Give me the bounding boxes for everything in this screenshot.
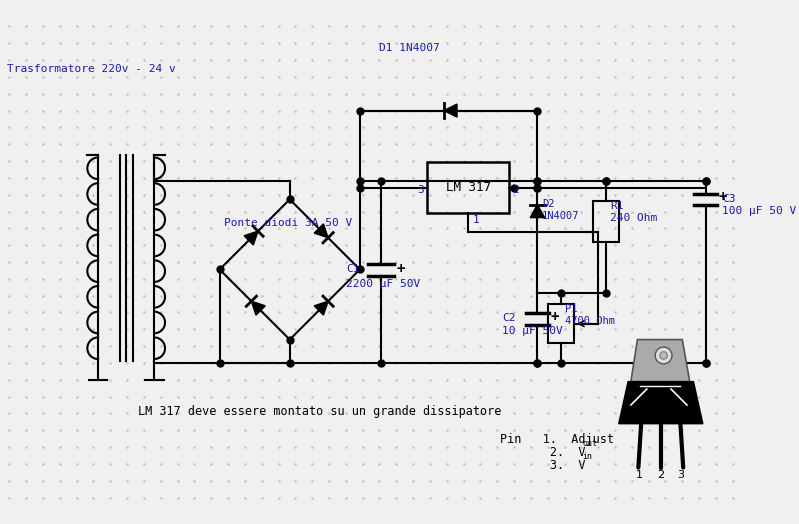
Bar [593,201,618,243]
Text: Ponte diodi 3A 50 V: Ponte diodi 3A 50 V [225,218,352,228]
Text: 1: 1 [473,215,479,225]
Polygon shape [252,301,265,315]
Text: C2: C2 [502,313,515,323]
Bar [427,162,510,213]
Circle shape [660,352,667,359]
Polygon shape [631,340,690,381]
Text: C3: C3 [722,194,736,204]
Text: 2200 µF 50V: 2200 µF 50V [346,279,420,289]
Text: 2.  V: 2. V [500,446,586,459]
Text: Trasformatore 220v - 24 v: Trasformatore 220v - 24 v [7,64,177,74]
Text: +: + [396,263,404,277]
Text: D1 1N4007: D1 1N4007 [379,43,439,53]
Polygon shape [244,231,258,245]
Polygon shape [314,301,328,315]
Text: 3: 3 [677,471,684,481]
Text: +: + [551,310,559,324]
Text: out: out [582,439,598,448]
Text: 1: 1 [636,471,642,481]
Text: P1
4700 Ohm: P1 4700 Ohm [566,304,615,325]
Text: in: in [582,452,592,461]
Bar [547,304,574,343]
Text: D2
1N4007: D2 1N4007 [542,199,579,221]
Text: C1: C1 [346,264,360,275]
Text: Pin   1.  Adjust: Pin 1. Adjust [500,433,614,446]
Text: LM 317: LM 317 [446,181,491,194]
Text: LM 317 deve essere montato su un grande dissipatore: LM 317 deve essere montato su un grande … [138,405,502,418]
Circle shape [655,347,672,364]
Text: 2: 2 [512,184,519,194]
Polygon shape [444,104,457,117]
Text: R1
240 Ohm: R1 240 Ohm [610,201,658,223]
Text: +: + [719,190,727,204]
Text: 100 µF 50 V: 100 µF 50 V [722,206,797,216]
Text: 3: 3 [418,184,424,194]
Polygon shape [531,204,545,217]
Polygon shape [618,381,703,424]
Text: 2: 2 [658,471,664,481]
Polygon shape [314,224,328,238]
Text: 3.  V: 3. V [500,459,586,472]
Text: 10 µF 50V: 10 µF 50V [502,325,562,335]
